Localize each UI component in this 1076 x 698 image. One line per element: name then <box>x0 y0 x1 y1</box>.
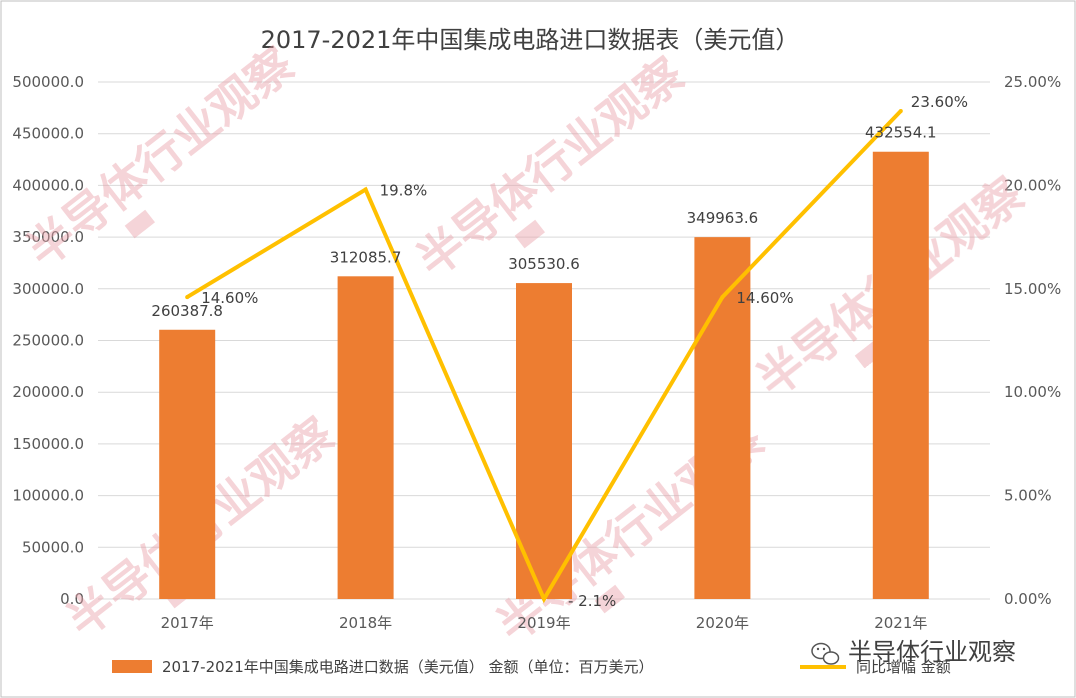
bar-data-labels: 260387.8 312085.7 305530.6 349963.6 432554.1 <box>151 124 936 320</box>
y-right-tick-label: 5.00% <box>1004 487 1052 505</box>
x-tick-label: 2019年 <box>517 614 570 632</box>
y-right-tick-label: 15.00% <box>1004 280 1061 298</box>
bar <box>516 283 572 599</box>
line-point <box>363 187 368 192</box>
y-left-tick-label: 400000.0 <box>12 176 84 194</box>
line-value-label: - 2.1% <box>568 592 616 610</box>
y-right-tick-label: 20.00% <box>1004 176 1061 194</box>
y-right-tick-label: 25.00% <box>1004 73 1061 91</box>
line-value-label: 23.60% <box>911 93 968 111</box>
watermark-stamp-block <box>124 209 156 239</box>
y-left-tick-label: 450000.0 <box>12 125 84 143</box>
line-data-labels: 14.60% 19.8% - 2.1% 14.60% 23.60% <box>201 93 968 610</box>
y-left-tick-label: 100000.0 <box>12 487 84 505</box>
grid-lines <box>98 81 990 600</box>
bar-value-label: 349963.6 <box>687 209 759 227</box>
bar <box>872 151 929 599</box>
y-left-tick-label: 350000.0 <box>12 228 84 246</box>
line-value-label: 14.60% <box>736 289 793 307</box>
line-point <box>720 295 725 300</box>
legend-bar-swatch <box>112 660 152 673</box>
wechat-icon <box>811 642 840 665</box>
y-left-tick-label: 200000.0 <box>12 383 84 401</box>
line-point <box>898 108 903 113</box>
y-left-tick-label: 300000.0 <box>12 280 84 298</box>
line-point <box>185 295 190 300</box>
x-tick-label: 2020年 <box>696 614 749 632</box>
legend-line-label: 同比增幅 金额 <box>856 658 951 676</box>
line-value-label: 14.60% <box>201 289 258 307</box>
bar-value-label: 312085.7 <box>330 248 402 266</box>
x-tick-label: 2017年 <box>161 614 214 632</box>
x-axis-labels: 2017年 2018年 2019年 2020年 2021年 <box>161 614 928 632</box>
line-series <box>185 108 903 604</box>
y-left-tick-label: 0.0 <box>60 590 84 608</box>
x-tick-label: 2021年 <box>874 614 927 632</box>
bar-value-label: 432554.1 <box>865 124 937 142</box>
y-left-tick-label: 500000.0 <box>12 73 84 91</box>
watermark-stamp-block <box>514 219 546 249</box>
bar <box>337 276 394 599</box>
line-value-label: 19.8% <box>380 182 428 200</box>
y-right-tick-label: 0.00% <box>1004 590 1052 608</box>
bar-value-label: 305530.6 <box>508 255 580 273</box>
line-point <box>542 597 546 601</box>
bar-series <box>159 151 929 599</box>
y-left-tick-label: 50000.0 <box>22 538 84 556</box>
y-left-tick-label: 150000.0 <box>12 435 84 453</box>
right-axis-ticks: 0.00% 5.00% 10.00% 15.00% 20.00% 25.00% <box>1004 73 1061 608</box>
legend-bar-label: 2017-2021年中国集成电路进口数据（美元值） 金额（单位：百万美元） <box>162 658 654 676</box>
x-tick-label: 2018年 <box>339 614 392 632</box>
watermark-stamp-block <box>594 584 626 614</box>
bar-value-label: 260387.8 <box>151 302 223 320</box>
y-left-tick-label: 250000.0 <box>12 332 84 350</box>
brand-watermark-text: 半导体行业观察 <box>848 638 1016 666</box>
left-axis-ticks: 0.0 50000.0 100000.0 150000.0 200000.0 250000… <box>12 73 84 608</box>
bar <box>159 329 216 599</box>
legend: 2017-2021年中国集成电路进口数据（美元值） 金额（单位：百万美元） 同比… <box>112 658 951 676</box>
brand-watermark: 半导体行业观察 <box>811 638 1016 666</box>
chart-title: 2017-2021年中国集成电路进口数据表（美元值） <box>261 26 800 54</box>
y-right-tick-label: 10.00% <box>1004 383 1061 401</box>
